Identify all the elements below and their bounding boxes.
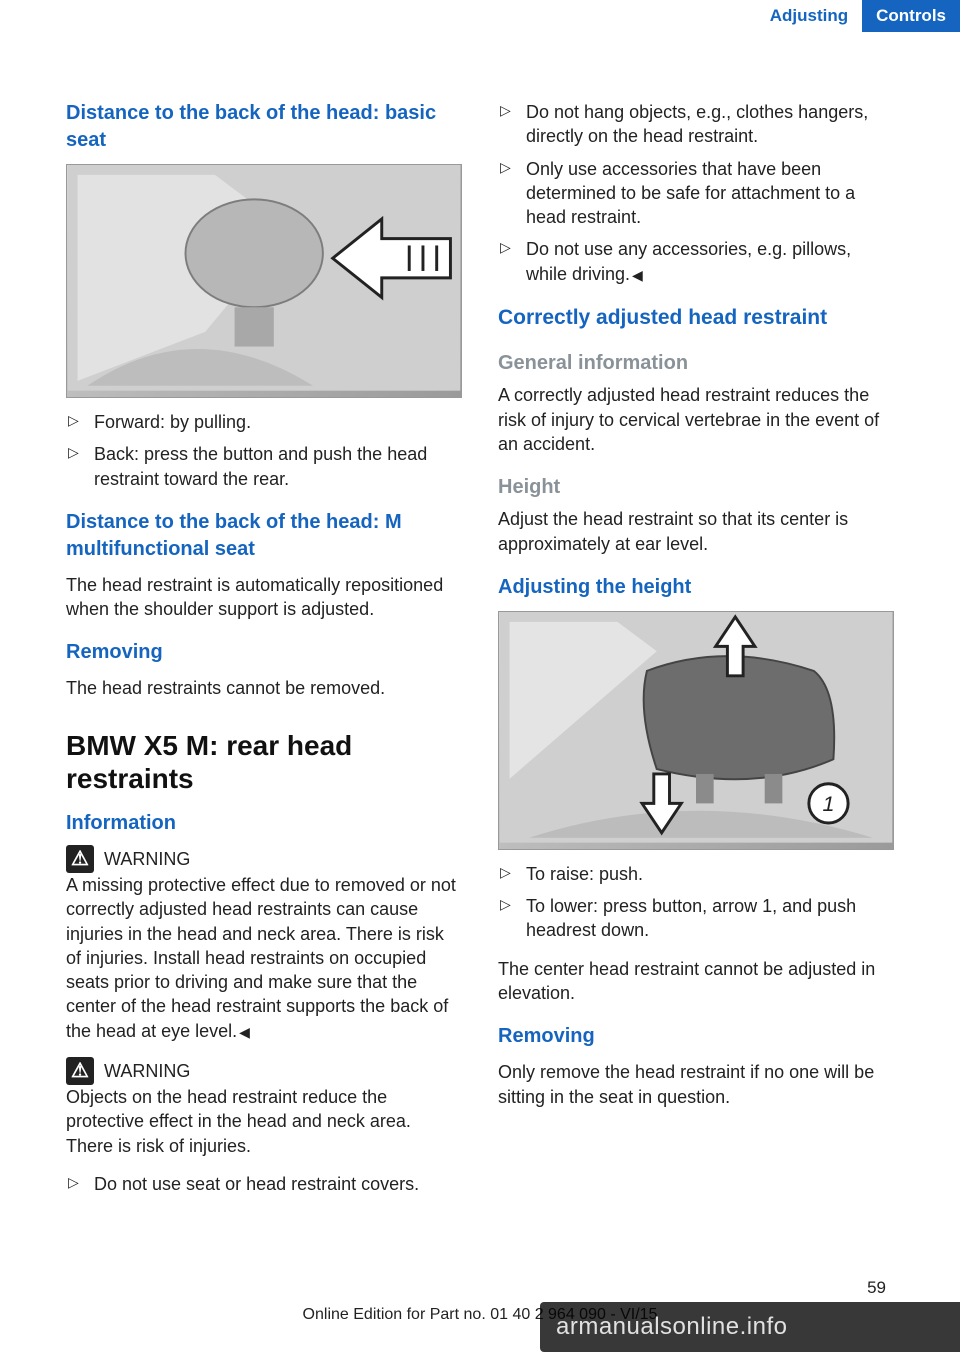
heading-information: Information xyxy=(66,810,462,837)
paragraph: The head restraint is automatically repo… xyxy=(66,573,462,622)
watermark: armanualsonline.info xyxy=(540,1302,960,1352)
right-column: Do not hang objects, e.g., clothes hange… xyxy=(498,100,894,1282)
list-item: To raise: push. xyxy=(498,862,894,886)
heading-distance-m-seat: Distance to the back of the head: M mult… xyxy=(66,509,462,563)
paragraph: The center head restraint cannot be adju… xyxy=(498,957,894,1006)
svg-text:1: 1 xyxy=(822,791,834,816)
page-number: 59 xyxy=(867,1277,886,1300)
figure-headrest-basic xyxy=(66,164,462,398)
paragraph: Adjust the head restraint so that its ce… xyxy=(498,507,894,556)
header-chapter: Adjusting xyxy=(756,0,862,32)
list-item: Do not use seat or head restraint covers… xyxy=(66,1172,462,1196)
heading-removing-rear: Removing xyxy=(498,1023,894,1050)
list-item: To lower: press button, arrow 1, and pus… xyxy=(498,894,894,943)
list-item: Do not hang objects, e.g., clothes hange… xyxy=(498,100,894,149)
subheading-height: Height xyxy=(498,474,894,501)
list-item: Back: press the button and push the head… xyxy=(66,442,462,491)
headrest-height-svg: 1 xyxy=(499,612,893,843)
page-header: Adjusting Controls xyxy=(756,0,960,32)
left-column: Distance to the back of the head: basic … xyxy=(66,100,462,1282)
content-columns: Distance to the back of the head: basic … xyxy=(66,100,894,1282)
list-item: Only use accessories that have been dete… xyxy=(498,157,894,230)
header-section: Controls xyxy=(862,0,960,32)
heading-adjusting-height: Adjusting the height xyxy=(498,574,894,601)
list-item: Do not use any accessories, e.g. pillows… xyxy=(498,237,894,286)
paragraph: The head restraints cannot be removed. xyxy=(66,676,462,700)
paragraph: Only remove the head restraint if no one… xyxy=(498,1060,894,1109)
warning-label: WARNING xyxy=(104,1061,190,1081)
warning-label: WARNING xyxy=(104,849,190,869)
heading-rear-restraints: BMW X5 M: rear head restraints xyxy=(66,729,462,796)
warning-block-2: ⚠ WARNING Objects on the head restraint … xyxy=(66,1057,462,1158)
warning-block-1: ⚠ WARNING A missing protective effect du… xyxy=(66,845,462,1043)
bullets-warning-cont: Do not hang objects, e.g., clothes hange… xyxy=(498,100,894,286)
list-item: Forward: by pulling. xyxy=(66,410,462,434)
warning-text: Objects on the head restraint reduce the… xyxy=(66,1087,411,1156)
heading-removing-front: Removing xyxy=(66,639,462,666)
list-item-text: Do not use any accessories, e.g. pillows… xyxy=(526,239,851,283)
heading-correctly-adjusted: Correctly adjusted head restraint xyxy=(498,304,894,332)
subheading-general-info: General information xyxy=(498,350,894,377)
headrest-basic-svg xyxy=(67,165,461,391)
bullets-warning-2: Do not use seat or head restraint covers… xyxy=(66,1172,462,1196)
heading-distance-basic: Distance to the back of the head: basic … xyxy=(66,100,462,154)
paragraph: A correctly adjusted head restraint redu… xyxy=(498,383,894,456)
figure-headrest-height: 1 xyxy=(498,611,894,850)
warning-text: A missing protective effect due to remov… xyxy=(66,875,456,1041)
bullets-height: To raise: push. To lower: press button, … xyxy=(498,862,894,943)
bullets-basic-seat: Forward: by pulling. Back: press the but… xyxy=(66,410,462,491)
warning-icon: ⚠ xyxy=(66,845,94,873)
warning-icon: ⚠ xyxy=(66,1057,94,1085)
